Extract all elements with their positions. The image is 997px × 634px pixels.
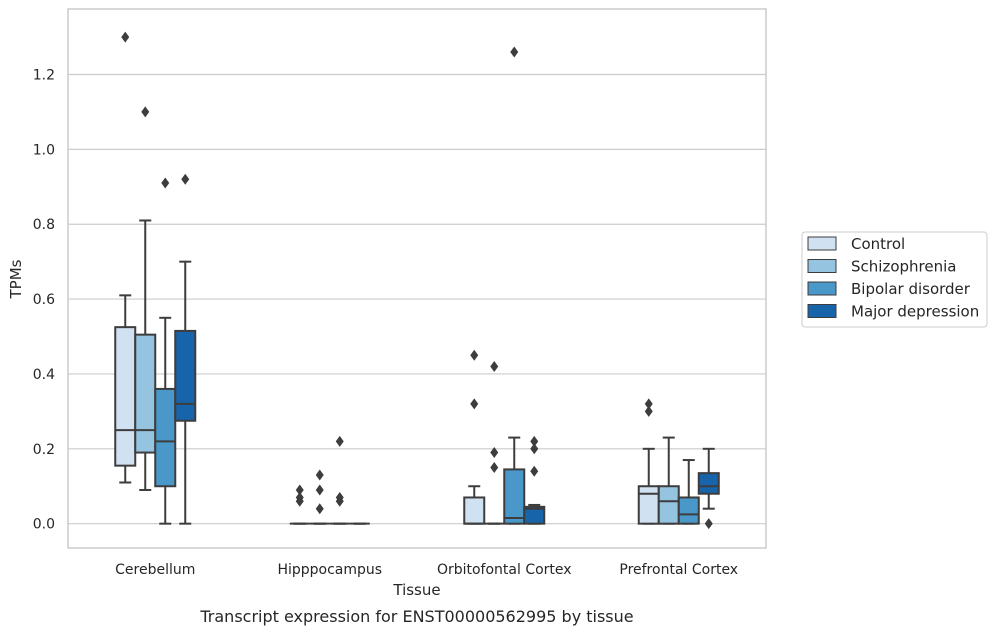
box-body bbox=[677, 496, 700, 525]
y-tick-label: 0.8 bbox=[33, 217, 55, 233]
outlier-point bbox=[121, 31, 130, 43]
box-body bbox=[174, 329, 197, 422]
box-schizophrenia-hipppocampus bbox=[309, 469, 330, 525]
outlier-point bbox=[530, 435, 539, 447]
x-axis-title: Tissue bbox=[392, 581, 440, 599]
box-bipolar-disorder-orbitofontal-cortex bbox=[503, 46, 526, 525]
legend-label: Schizophrenia bbox=[851, 258, 956, 276]
y-axis-ticks: 0.0 0.2 0.4 0.6 0.8 1.0 1.2 bbox=[33, 68, 55, 533]
y-tick-label: 0.6 bbox=[33, 292, 55, 308]
box-bipolar-disorder-prefrontal-cortex bbox=[677, 459, 700, 525]
box-schizophrenia-prefrontal-cortex bbox=[657, 436, 680, 525]
box-major-depression-cerebellum bbox=[174, 173, 197, 525]
legend-swatch bbox=[807, 281, 837, 296]
box-control-prefrontal-cortex bbox=[637, 398, 660, 525]
y-tick-label: 0.2 bbox=[33, 442, 55, 458]
box-body bbox=[523, 505, 546, 525]
outlier-point bbox=[530, 443, 539, 455]
outlier-point bbox=[644, 405, 653, 417]
chart-caption: Transcript expression for ENST0000056299… bbox=[199, 607, 633, 626]
x-axis-ticks: Cerebellum Hipppocampus Orbitofontal Corte… bbox=[115, 562, 738, 578]
legend-swatch bbox=[807, 304, 837, 318]
box-body bbox=[657, 485, 680, 525]
legend: Control Schizophrenia Bipolar disorder Majo… bbox=[801, 231, 988, 328]
outlier-point bbox=[490, 462, 499, 474]
y-tick-label: 1.2 bbox=[33, 68, 55, 84]
outlier-point bbox=[510, 46, 519, 58]
box-body bbox=[503, 468, 526, 525]
outlier-point bbox=[530, 465, 539, 477]
outlier-point bbox=[295, 484, 304, 496]
y-axis-title: TPMs bbox=[7, 259, 25, 299]
outlier-point bbox=[470, 398, 479, 410]
legend-label: Major depression bbox=[851, 303, 979, 321]
x-tick-label: Prefrontal Cortex bbox=[619, 562, 738, 578]
box-major-depression-prefrontal-cortex bbox=[697, 447, 720, 530]
outlier-point bbox=[141, 106, 150, 118]
y-tick-label: 0.0 bbox=[33, 517, 55, 533]
outlier-point bbox=[490, 360, 499, 372]
box-control-orbitofontal-cortex bbox=[463, 349, 486, 525]
box-major-depression-orbitofontal-cortex bbox=[523, 435, 546, 525]
x-tick-label: Hipppocampus bbox=[277, 562, 382, 578]
legend-frame bbox=[801, 231, 988, 328]
plot-frame bbox=[67, 8, 767, 549]
y-tick-label: 0.4 bbox=[33, 367, 55, 383]
box-body bbox=[463, 496, 486, 525]
legend-swatch bbox=[807, 236, 837, 251]
box-bipolar-disorder-cerebellum bbox=[154, 177, 177, 525]
box-schizophrenia-orbitofontal-cortex bbox=[484, 360, 505, 525]
box-body bbox=[637, 485, 660, 525]
y-tick-label: 1.0 bbox=[33, 142, 55, 158]
box-schizophrenia-cerebellum bbox=[134, 106, 157, 491]
outlier-point bbox=[335, 435, 344, 447]
outlier-point bbox=[315, 484, 324, 496]
outlier-point bbox=[161, 177, 170, 189]
outlier-point bbox=[181, 173, 190, 185]
outlier-point bbox=[295, 495, 304, 507]
x-tick-label: Cerebellum bbox=[115, 562, 195, 578]
outlier-point bbox=[315, 469, 324, 481]
box-body bbox=[134, 333, 157, 454]
box-body bbox=[154, 387, 177, 488]
legend-label: Bipolar disorder bbox=[851, 280, 971, 298]
legend-label: Control bbox=[851, 235, 905, 253]
box-bipolar-disorder-hipppocampus bbox=[329, 435, 350, 525]
outlier-point bbox=[470, 349, 479, 361]
box-control-hipppocampus bbox=[289, 484, 310, 525]
outlier-point bbox=[644, 398, 653, 410]
box-body bbox=[697, 472, 720, 495]
outlier-point bbox=[704, 518, 713, 530]
outlier-point bbox=[490, 447, 499, 459]
outlier-point bbox=[335, 495, 344, 507]
plot-series bbox=[114, 31, 720, 530]
outlier-point bbox=[315, 503, 324, 515]
box-body bbox=[114, 326, 137, 467]
x-tick-label: Orbitofontal Cortex bbox=[437, 562, 572, 578]
box-control-cerebellum bbox=[114, 31, 137, 484]
legend-swatch bbox=[807, 259, 837, 273]
